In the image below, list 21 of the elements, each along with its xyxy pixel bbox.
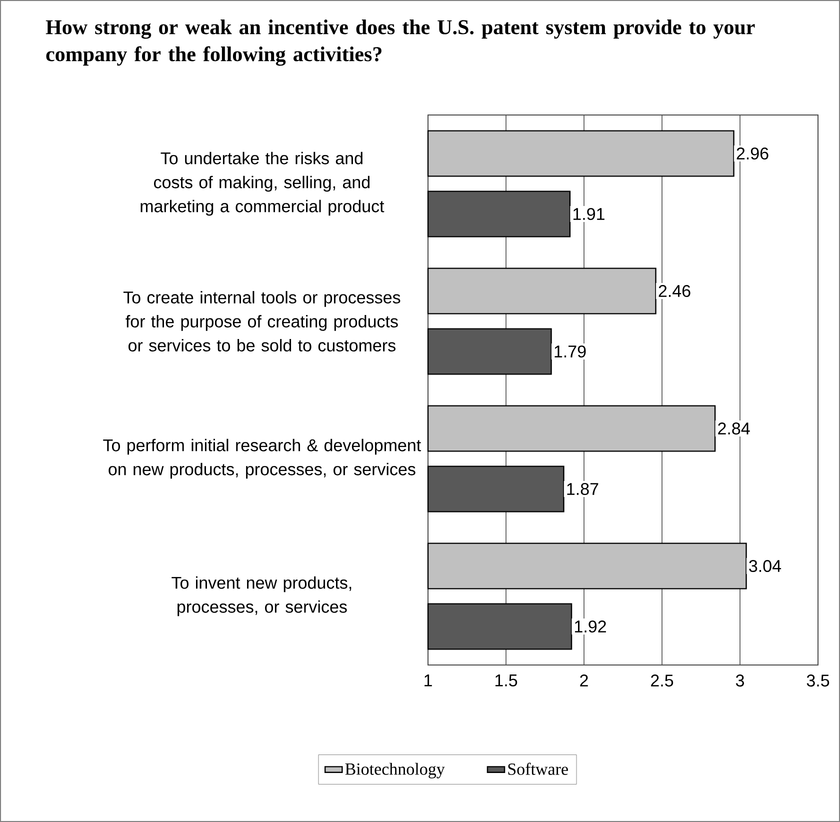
x-tick-label: 3.5 <box>806 674 830 687</box>
data-label: 2.46 <box>658 284 690 298</box>
legend-label: Biotechnology <box>345 762 445 778</box>
x-tick-label: 3 <box>736 674 744 687</box>
data-label: 2.96 <box>736 147 768 160</box>
x-tick-label: 1.5 <box>495 674 518 686</box>
data-label: 1.87 <box>567 482 598 496</box>
data-label: 2.84 <box>718 422 750 435</box>
legend-label: Software <box>508 762 568 775</box>
data-label: 1.92 <box>575 620 606 633</box>
x-tick-label: 2.5 <box>651 674 674 687</box>
data-label: 1.79 <box>554 345 586 358</box>
y-tick-label: To perform initial research & development on new products, processes, or services <box>103 438 421 479</box>
y-tick-label: To invent new products, processes, or services <box>172 576 352 616</box>
x-tick-label: 1 <box>424 674 432 686</box>
x-tick-label: 2 <box>580 674 588 686</box>
data-label: 3.04 <box>749 560 782 572</box>
data-label: 1.91 <box>573 208 604 220</box>
chart-title: How strong or weak an incentive does the U.S. patent system provide to your company for the following activities? <box>46 20 755 66</box>
y-tick-label: To create internal tools or processes for the purpose of creating products or services to be sold to customers <box>123 291 400 352</box>
y-tick-label: To undertake the risks and costs of making, selling, and marketing a commercial product <box>140 152 384 216</box>
